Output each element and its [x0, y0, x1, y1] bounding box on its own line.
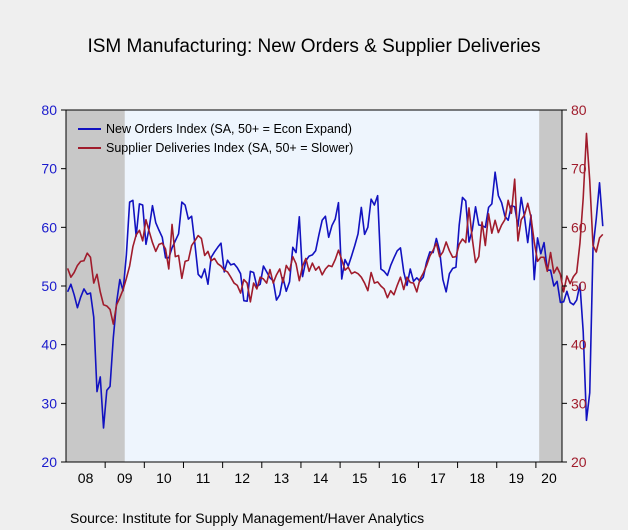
recession-bands	[66, 110, 562, 462]
legend: New Orders Index (SA, 50+ = Econ Expand)…	[78, 122, 353, 155]
left-tick-label: 40	[41, 337, 57, 353]
left-tick-label: 60	[41, 219, 57, 235]
left-tick-label: 30	[41, 395, 57, 411]
right-tick-label: 80	[571, 102, 587, 118]
x-tick-label: 13	[274, 470, 290, 486]
right-tick-label: 20	[571, 454, 587, 470]
legend-label-supplier-deliveries: Supplier Deliveries Index (SA, 50+ = Slo…	[106, 141, 353, 155]
right-tick-label: 50	[571, 278, 587, 294]
source-note: Source: Institute for Supply Management/…	[70, 510, 424, 526]
x-tick-label: 14	[313, 470, 329, 486]
plot-area	[66, 110, 562, 462]
x-tick-label: 08	[78, 470, 94, 486]
left-tick-label: 50	[41, 278, 57, 294]
right-tick-label: 70	[571, 161, 587, 177]
series-line-new-orders	[66, 171, 604, 429]
right-axis: 20 30 40 50 60 70 80	[562, 102, 587, 470]
recession-band	[539, 110, 562, 462]
left-axis: 20 30 40 50 60 70 80	[41, 102, 66, 470]
x-tick-label: 17	[430, 470, 446, 486]
recession-band	[66, 110, 125, 462]
left-tick-label: 70	[41, 161, 57, 177]
x-tick-label: 10	[156, 470, 172, 486]
x-tick-label: 16	[391, 470, 407, 486]
chart-title: ISM Manufacturing: New Orders & Supplier…	[87, 36, 540, 57]
right-tick-label: 30	[571, 395, 587, 411]
x-axis: 08 09 10 11 12 13 14 15 16 17 18 19 20	[78, 462, 557, 486]
x-tick-label: 09	[117, 470, 133, 486]
series-line-supplier-deliveries	[66, 132, 604, 325]
x-tick-label: 19	[509, 470, 525, 486]
legend-label-new-orders: New Orders Index (SA, 50+ = Econ Expand)	[106, 122, 352, 136]
plot-background	[66, 110, 562, 462]
series-lines	[66, 132, 604, 429]
x-tick-label: 15	[352, 470, 368, 486]
right-tick-label: 40	[571, 337, 587, 353]
left-tick-label: 80	[41, 102, 57, 118]
right-tick-label: 60	[571, 219, 587, 235]
x-tick-label: 20	[541, 470, 557, 486]
left-tick-label: 20	[41, 454, 57, 470]
x-tick-label: 12	[234, 470, 250, 486]
x-tick-label: 18	[469, 470, 485, 486]
x-tick-label: 11	[196, 470, 211, 486]
